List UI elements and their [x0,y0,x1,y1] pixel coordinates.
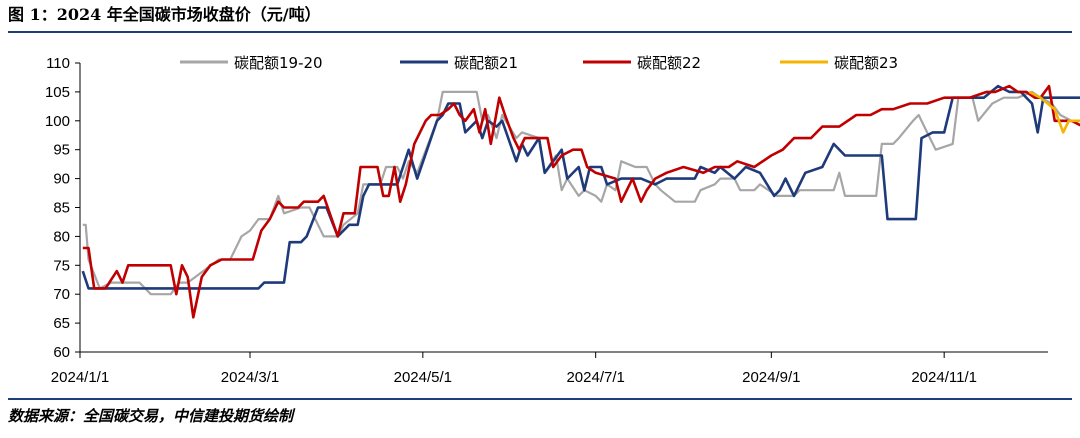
y-tick-label: 75 [53,257,70,274]
y-tick-label: 60 [53,344,70,361]
y-tick-label: 90 [53,171,70,188]
y-tick-label: 85 [53,200,70,217]
series-line-1 [82,90,1080,296]
figure-title: 图 1：2024 年全国碳市场收盘价（元/吨） [8,5,321,24]
y-tick-label: 95 [53,142,70,159]
legend-label: 碳配额19-20 [234,54,323,72]
legend-label: 碳配额23 [834,54,898,72]
series-line-3 [82,84,1080,319]
y-tick-label: 70 [53,286,70,303]
chart-legend: 碳配额19-20 碳配额21 碳配额22 碳配额23 [180,54,898,72]
legend-item-3: 碳配额22 [583,54,701,72]
top-rule [8,31,1072,33]
y-tick-label: 100 [45,113,70,130]
y-tick-label: 110 [46,55,70,72]
axes-layer: 60 65 70 75 80 85 90 95 100 105 110 2024/1/1 2024/3/… [45,55,1048,386]
y-tick-label: 65 [53,315,70,332]
series-line-4 [1028,90,1080,134]
legend-label: 碳配额22 [637,54,701,72]
y-tick-label: 80 [53,228,70,245]
x-tick-label: 2024/1/1 [51,369,109,386]
legend-item-1: 碳配额19-20 [180,54,323,72]
line-chart: 碳配额19-20 碳配额21 碳配额22 碳配额23 60 65 70 75 80 85 90 95… [45,54,1080,386]
bottom-rule [8,398,1072,400]
legend-label: 碳配额21 [454,54,518,72]
legend-item-4: 碳配额23 [780,54,898,72]
data-source-note: 数据来源：全国碳交易，中信建投期货绘制 [8,407,294,425]
series-line-2 [81,84,1080,290]
x-tick-label: 2024/7/1 [566,369,624,386]
x-tick-label: 2024/3/1 [221,369,279,386]
x-tick-label: 2024/5/1 [394,369,452,386]
x-tick-label: 2024/11/1 [911,369,977,386]
x-tick-label: 2024/9/1 [742,369,800,386]
y-tick-label: 105 [45,84,70,101]
legend-item-2: 碳配额21 [400,54,518,72]
series-layer [81,84,1080,319]
